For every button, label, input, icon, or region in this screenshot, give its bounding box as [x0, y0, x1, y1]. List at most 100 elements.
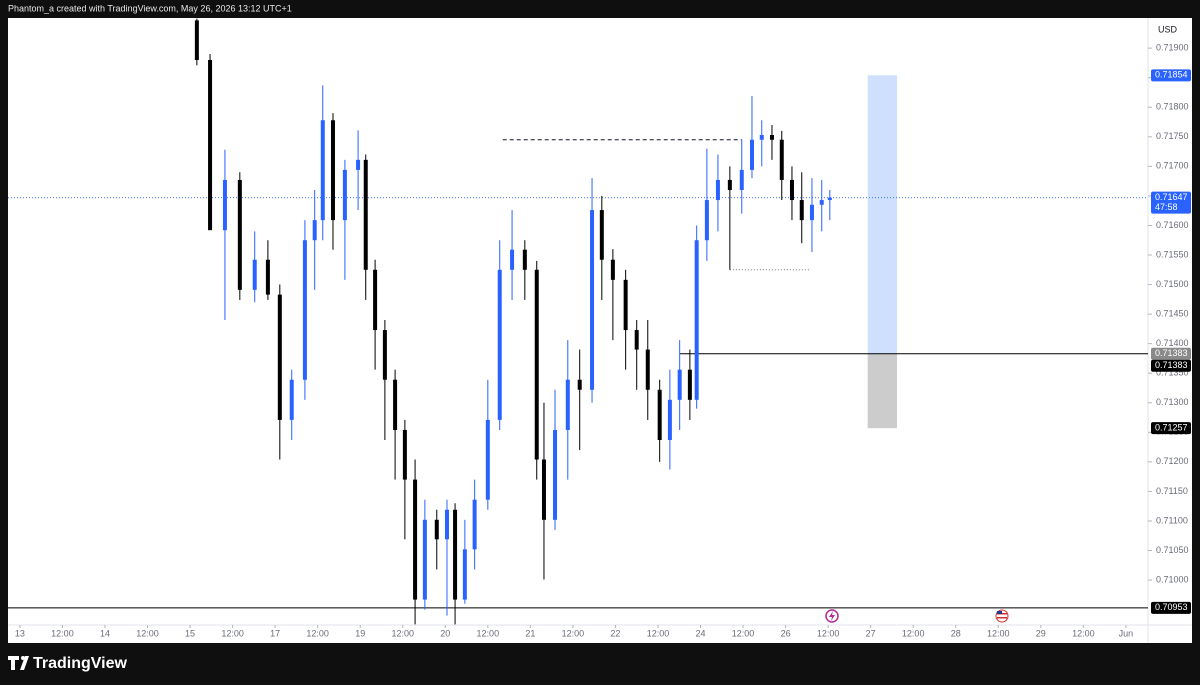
- price-label-box: [1151, 601, 1191, 614]
- candle-body: [510, 249, 515, 270]
- candle-body: [610, 259, 615, 280]
- candle-body: [289, 379, 294, 420]
- x-tick-label: 15: [185, 628, 195, 638]
- candle-body: [667, 399, 672, 441]
- candle-body: [402, 429, 407, 480]
- x-tick-label: 12:00: [562, 628, 585, 638]
- candle-body: [677, 369, 682, 400]
- x-tick-label: 12:00: [51, 628, 74, 638]
- x-tick-label: 12:00: [902, 628, 925, 638]
- price-label-box: [1151, 359, 1191, 372]
- candle-body: [237, 179, 242, 290]
- y-tick-label: 0.71450: [1156, 308, 1189, 318]
- price-label-box: [1151, 422, 1191, 435]
- x-tick-label: 21: [525, 628, 535, 638]
- candle-body: [252, 259, 257, 290]
- x-tick-label: 12:00: [221, 628, 244, 638]
- candle-body: [769, 135, 774, 140]
- x-tick-label: 12:00: [306, 628, 329, 638]
- candle-body: [739, 169, 744, 190]
- chart-pane: [8, 18, 1192, 643]
- candle-body: [393, 379, 398, 430]
- logo-icon: [8, 656, 29, 670]
- price-label: 0.71257: [1155, 423, 1188, 433]
- candle-body: [208, 59, 213, 231]
- x-tick-label: 12:00: [136, 628, 159, 638]
- x-tick-label: 12:00: [987, 628, 1010, 638]
- y-tick-label: 0.71900: [1156, 43, 1189, 53]
- price-label: 0.71854: [1155, 70, 1188, 80]
- y-tick-label: 0.71750: [1156, 131, 1189, 141]
- candle-body: [623, 279, 628, 331]
- candle-body: [565, 379, 570, 430]
- y-tick-label: 0.71700: [1156, 161, 1189, 171]
- x-tick-label: 12:00: [1072, 628, 1095, 638]
- y-tick-label: 0.71350: [1156, 368, 1189, 378]
- stop-zone: [867, 353, 898, 429]
- candle-body: [422, 519, 427, 600]
- candle-body: [222, 179, 227, 231]
- x-tick-label: 28: [951, 628, 961, 638]
- candle-body: [373, 269, 378, 331]
- candle-body: [434, 519, 439, 540]
- last-price-label: 0.71647: [1155, 192, 1188, 202]
- y-tick-label: 0.71300: [1156, 397, 1189, 407]
- candle-body: [759, 135, 764, 140]
- candle-body: [779, 139, 784, 180]
- y-tick-label: 0.71200: [1156, 456, 1189, 466]
- candle-body: [590, 210, 595, 390]
- countdown: 47:58: [1155, 202, 1178, 212]
- target-zone: [867, 75, 898, 354]
- x-tick-label: 26: [781, 628, 791, 638]
- candle-body: [356, 159, 361, 170]
- x-tick-label: 12:00: [732, 628, 755, 638]
- x-tick-label: 17: [270, 628, 280, 638]
- candle-body: [541, 459, 546, 520]
- candle-body: [657, 389, 662, 441]
- candle-body: [819, 200, 824, 205]
- candle-body: [265, 259, 270, 295]
- candle-body: [342, 169, 347, 221]
- logo-text: TradingView: [33, 655, 128, 672]
- candle-body: [827, 197, 832, 201]
- candle-body: [497, 269, 502, 420]
- candle-body: [599, 210, 604, 260]
- x-tick-label: 12:00: [391, 628, 414, 638]
- candle-body: [645, 349, 650, 390]
- candle-body: [302, 240, 307, 380]
- y-tick-label: 0.71800: [1156, 102, 1189, 112]
- x-tick-label: 13: [15, 628, 25, 638]
- x-tick-label: 27: [866, 628, 876, 638]
- price-label: 0.71383: [1155, 360, 1188, 370]
- candle-body: [194, 20, 199, 60]
- x-tick-label: Jun: [1119, 628, 1134, 638]
- x-tick-label: 24: [695, 628, 705, 638]
- candle-body: [472, 499, 477, 550]
- last-price-box: [1151, 191, 1191, 214]
- candle-body: [413, 479, 418, 600]
- candle-body: [277, 294, 282, 420]
- event-icon[interactable]: [995, 609, 1009, 623]
- candle-body: [363, 159, 368, 270]
- candle-body: [715, 179, 720, 201]
- candle-body: [553, 429, 558, 520]
- candle-body: [453, 509, 458, 600]
- price-label-box: [1151, 347, 1191, 360]
- candle-body: [687, 369, 692, 400]
- x-tick-label: 12:00: [647, 628, 670, 638]
- price-label: 0.71383: [1155, 348, 1188, 358]
- event-icon[interactable]: [825, 609, 839, 623]
- price-label-box: [1151, 69, 1191, 82]
- x-tick-label: 22: [610, 628, 620, 638]
- candle-body: [694, 240, 699, 400]
- y-tick-label: 0.71100: [1156, 515, 1188, 525]
- candle-body: [577, 379, 582, 390]
- header: Phantom_a created with TradingView.com, …: [8, 3, 292, 13]
- candle-body: [330, 120, 335, 221]
- candle-body: [789, 179, 794, 201]
- x-tick-label: 14: [100, 628, 110, 638]
- x-tick-label: 29: [1036, 628, 1046, 638]
- y-tick-label: 0.71000: [1156, 574, 1189, 584]
- y-tick-label: 0.71400: [1156, 338, 1189, 348]
